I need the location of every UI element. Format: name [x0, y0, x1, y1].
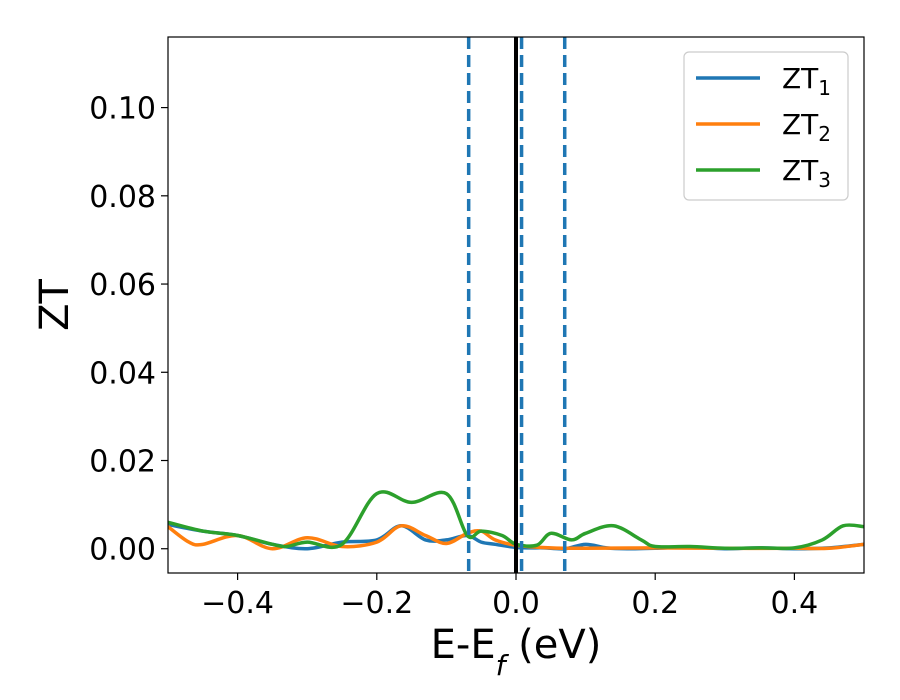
y-axis-label: ZT [32, 279, 78, 331]
legend-label-zt2: ZT2 [782, 108, 831, 146]
plot-area [168, 37, 864, 573]
x-tick-label: 0.4 [771, 586, 819, 621]
y-tick-label: 0.08 [89, 180, 156, 215]
legend-box [683, 51, 849, 201]
x-tick-label: 0.2 [631, 586, 679, 621]
y-tick-label: 0.10 [89, 92, 156, 127]
legend: ZT1 ZT2 ZT3 [683, 51, 849, 201]
y-tick-label: 0.02 [89, 445, 156, 480]
axes-ticks: −0.4 −0.2 0.0 0.2 0.4 0.00 0.02 0.04 0.06 0.08 0.1… [89, 92, 818, 621]
plot-content [168, 37, 864, 573]
y-tick-label: 0.06 [89, 268, 156, 303]
legend-label-zt1: ZT1 [782, 62, 831, 100]
legend-label-zt3: ZT3 [782, 154, 831, 192]
series-line-zt3 [168, 490, 864, 551]
x-tick-label: −0.2 [340, 586, 413, 621]
x-tick-label: 0.0 [492, 586, 540, 621]
x-axis-label-unit: (eV) [505, 622, 601, 668]
y-tick-label: 0.00 [89, 533, 156, 568]
x-tick-label: −0.4 [201, 586, 274, 621]
y-tick-label: 0.04 [89, 356, 156, 391]
x-axis-label-main: E-E [431, 622, 496, 668]
x-axis-label: E-Ef (eV) [431, 622, 602, 682]
